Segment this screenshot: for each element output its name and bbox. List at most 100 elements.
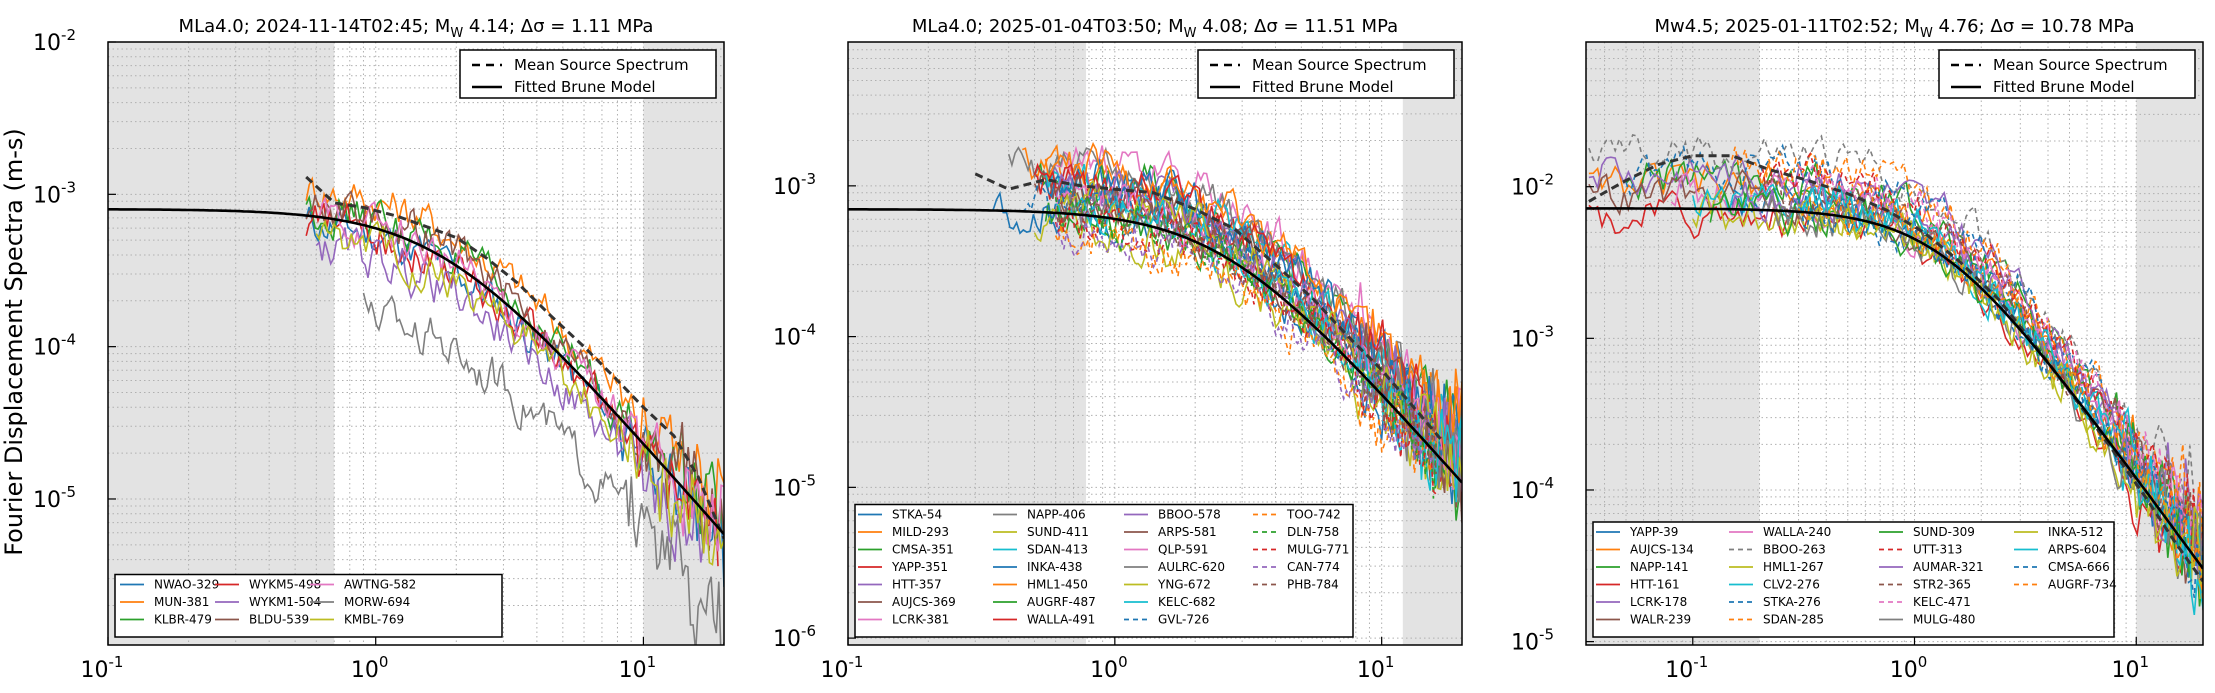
legend-label-augrf-487: AUGRF-487 <box>1027 595 1096 609</box>
legend-label-stka-276: STKA-276 <box>1763 595 1821 609</box>
legend-label-inka-512: INKA-512 <box>2048 525 2103 539</box>
y-tick-exp: -6 <box>801 622 816 640</box>
legend-box <box>1197 49 1455 99</box>
y-tick-exp: -5 <box>1539 626 1554 644</box>
station-spectrum-sdan-285 <box>1731 146 2203 555</box>
x-tick-exp: 0 <box>1118 653 1128 671</box>
legend-label: Fitted Brune Model <box>514 78 656 96</box>
fitted-brune-model-line <box>848 208 1462 484</box>
legend-stations: STKA-54 MILD-293 CMSA-351 YAPP-351 HTT-357 AU… <box>854 503 1354 638</box>
x-tick-exp: 1 <box>2139 653 2149 671</box>
y-tick-label: 10-3 <box>773 170 816 200</box>
legend-label-yapp-39: YAPP-39 <box>1629 525 1678 539</box>
legend-label-klbr-479: KLBR-479 <box>154 613 212 627</box>
chart-title: Mw4.5; 2025-01-11T02:52; MW 4.76; Δσ = 1… <box>1654 16 2134 41</box>
mean-source-spectrum-line <box>1588 154 2203 583</box>
title-subscript: W <box>1920 26 1933 41</box>
legend-label-mild-293: MILD-293 <box>892 525 949 539</box>
fitted-brune-model-line <box>108 208 724 536</box>
station-spectrum-kelc-682 <box>1055 194 1462 503</box>
x-tick-label: 10-1 <box>821 653 864 683</box>
chart-title: MLa4.0; 2025-01-04T03:50; MW 4.08; Δσ = … <box>912 16 1398 41</box>
y-tick-label: 10-2 <box>1511 171 1554 201</box>
x-tick-label: 10-1 <box>1665 653 1708 683</box>
y-tick-exp: -3 <box>61 178 76 196</box>
x-tick-exp: -1 <box>109 653 124 671</box>
station-spectrum-mulg-771 <box>1054 205 1437 495</box>
legend-box <box>854 503 1354 638</box>
legend-label-aulrc-620: AULRC-620 <box>1158 560 1225 574</box>
legend-label-utt-313: UTT-313 <box>1913 543 1962 557</box>
title-subscript: W <box>450 26 463 41</box>
legend-label: Fitted Brune Model <box>1993 78 2135 96</box>
station-spectrum-phb-784 <box>1054 188 1437 474</box>
x-tick-exp: 0 <box>379 653 389 671</box>
legend-top-right: Mean Source Spectrum Fitted Brune Model <box>459 49 717 99</box>
title-rest: 4.14; Δσ = 1.11 MPa <box>463 16 653 37</box>
station-spectrum-augrf-487 <box>1044 202 1462 521</box>
y-tick-label: 10-6 <box>773 622 816 652</box>
legend-box <box>1938 49 2196 99</box>
legend-label-aujcs-369: AUJCS-369 <box>892 595 956 609</box>
legend-label-hml1-267: HML1-267 <box>1763 560 1824 574</box>
legend-label-mulg-771: MULG-771 <box>1287 543 1349 557</box>
station-spectrum-hml1-267 <box>1692 189 2203 587</box>
y-tick-exp: -2 <box>1539 171 1554 189</box>
y-tick-label: 10-2 <box>33 26 76 56</box>
plot-area <box>108 42 724 645</box>
legend-label-aumar-321: AUMAR-321 <box>1913 560 1984 574</box>
station-spectrum-too-742 <box>1054 218 1437 474</box>
legend-label-kelc-471: KELC-471 <box>1913 595 1971 609</box>
fitted-brune-model-line <box>1586 207 2203 570</box>
station-spectrum-dln-758 <box>1054 193 1437 499</box>
legend-label-sdan-413: SDAN-413 <box>1027 543 1088 557</box>
legend-label-kelc-682: KELC-682 <box>1158 595 1216 609</box>
legend-label-bboo-578: BBOO-578 <box>1158 508 1221 522</box>
y-tick-exp: -4 <box>1539 474 1554 492</box>
mean-source-spectrum-line <box>305 175 724 540</box>
station-spectrum-str2-365 <box>1758 173 2203 568</box>
legend-label-yng-672: YNG-672 <box>1157 578 1211 592</box>
legend-label-mulg-480: MULG-480 <box>1913 613 1975 627</box>
x-tick-exp: 1 <box>647 653 657 671</box>
station-spectrum-mun-381 <box>305 176 724 525</box>
station-spectrum-morw-694 <box>362 292 724 645</box>
x-tick-exp: -1 <box>1693 653 1708 671</box>
x-tick-label: 101 <box>1357 653 1395 683</box>
y-tick-label: 10-5 <box>33 483 76 513</box>
legend-label-walla-491: WALLA-491 <box>1027 613 1095 627</box>
legend-box <box>459 49 717 99</box>
legend-label: Mean Source Spectrum <box>1252 56 1427 74</box>
y-tick-exp: -2 <box>61 26 76 44</box>
x-tick-label: 100 <box>351 653 389 683</box>
title-rest: 4.76; Δσ = 10.78 MPa <box>1933 16 2135 37</box>
legend-label-augrf-734: AUGRF-734 <box>2048 578 2117 592</box>
mean-source-spectrum-line <box>974 172 1445 443</box>
legend-label-kmbl-769: KMBL-769 <box>344 613 404 627</box>
legend-label-mun-381: MUN-381 <box>154 595 209 609</box>
legend-label-yapp-351: YAPP-351 <box>891 560 948 574</box>
y-tick-exp: -3 <box>1539 322 1554 340</box>
y-tick-label: 10-5 <box>773 471 816 501</box>
x-tick-exp: 1 <box>1385 653 1395 671</box>
y-tick-exp: -5 <box>801 471 816 489</box>
legend-top-right: Mean Source Spectrum Fitted Brune Model <box>1938 49 2196 99</box>
legend-label-awtng-582: AWTNG-582 <box>344 578 416 592</box>
plot-frame <box>1585 41 2204 646</box>
y-tick-label: 10-3 <box>1511 322 1554 352</box>
y-tick-label: 10-4 <box>1511 474 1554 504</box>
legend-label-clv2-276: CLV2-276 <box>1763 578 1820 592</box>
legend-label-phb-784: PHB-784 <box>1287 578 1339 592</box>
legend-box <box>1592 521 2115 638</box>
y-tick-label: 10-3 <box>33 178 76 208</box>
x-tick-exp: -1 <box>849 653 864 671</box>
legend-label-walla-240: WALLA-240 <box>1763 525 1831 539</box>
legend-label-stka-54: STKA-54 <box>892 508 942 522</box>
chart-title: MLa4.0; 2024-11-14T02:45; MW 4.14; Δσ = … <box>179 16 654 41</box>
legend-label-gvl-726: GVL-726 <box>1158 613 1209 627</box>
legend-label-wykm5-498: WYKM5-498 <box>249 578 321 592</box>
legend-stations: YAPP-39 AUJCS-134 NAPP-141 HTT-161 LCRK-178 W… <box>1592 521 2117 638</box>
legend-label-lcrk-178: LCRK-178 <box>1630 595 1687 609</box>
